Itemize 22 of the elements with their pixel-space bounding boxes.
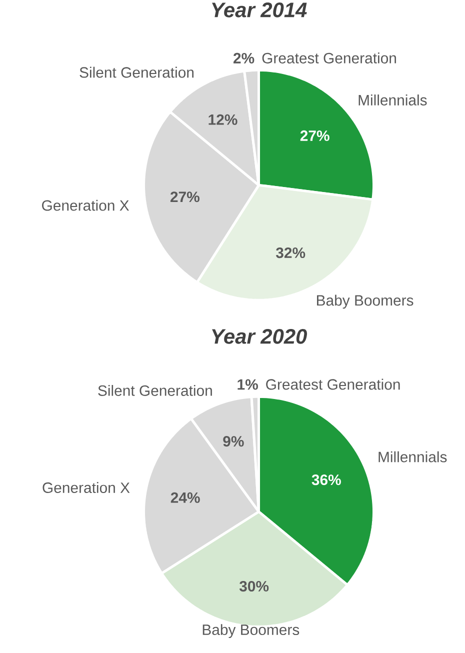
data-label: 1% [238,379,258,390]
slice-label: Baby Boomers [317,294,414,309]
data-label: 36% [312,474,341,486]
data-label: 2% [233,52,254,64]
slice-label: Generation X [42,200,130,211]
slice-label: Silent Generation [80,66,194,78]
slice-label: Greatest Generation [262,52,396,64]
slice-label: Millennials [378,451,447,462]
data-label: 24% [170,492,200,503]
data-label: 32% [276,247,306,258]
data-label: 12% [208,114,238,125]
chart-title: Year 2014 [212,2,307,18]
slice-label: Silent Generation [98,384,212,396]
chart-title: Year 2020 [212,329,307,344]
data-label: 27% [170,192,200,202]
slice-label: Generation X [42,482,130,493]
slice-label: Millennials [358,94,427,106]
data-label: 30% [239,580,269,592]
data-label: 9% [223,436,244,447]
slice-label: Greatest Generation [266,378,400,390]
data-label: 27% [300,130,330,141]
slice-label: Baby Boomers [202,624,300,638]
